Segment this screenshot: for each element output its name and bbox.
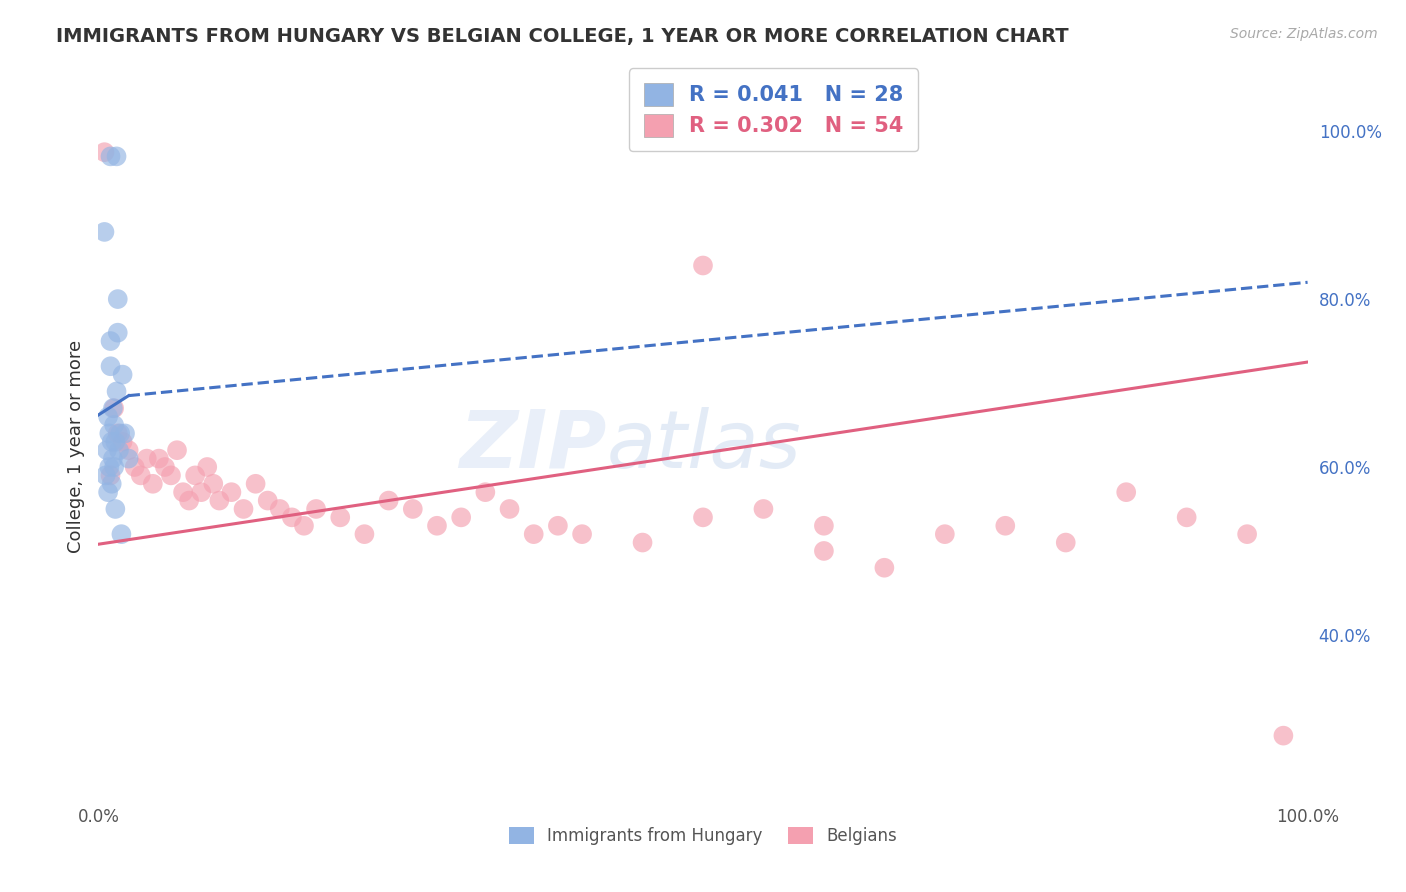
- Point: [1054, 535, 1077, 549]
- Point: [100, 434, 122, 449]
- Point: [1115, 485, 1137, 500]
- Y-axis label: College, 1 year or more: College, 1 year or more: [66, 340, 84, 552]
- Point: [221, 485, 243, 500]
- Point: [190, 485, 212, 500]
- Point: [105, 149, 128, 163]
- Point: [101, 401, 124, 416]
- Point: [100, 359, 122, 374]
- Point: [692, 259, 714, 273]
- Point: [97, 485, 120, 500]
- Point: [108, 443, 131, 458]
- Legend: Immigrants from Hungary, Belgians: Immigrants from Hungary, Belgians: [496, 814, 910, 859]
- Point: [269, 502, 291, 516]
- Point: [107, 292, 129, 306]
- Point: [114, 426, 136, 441]
- Point: [179, 493, 201, 508]
- Point: [111, 434, 134, 449]
- Point: [474, 485, 496, 500]
- Point: [104, 502, 127, 516]
- Point: [934, 527, 956, 541]
- Point: [426, 518, 449, 533]
- Point: [98, 426, 121, 441]
- Point: [103, 417, 125, 432]
- Point: [93, 145, 115, 160]
- Point: [103, 401, 125, 416]
- Point: [571, 527, 593, 541]
- Point: [104, 434, 127, 449]
- Point: [166, 443, 188, 458]
- Point: [1236, 527, 1258, 541]
- Point: [110, 527, 132, 541]
- Point: [329, 510, 352, 524]
- Text: Source: ZipAtlas.com: Source: ZipAtlas.com: [1230, 27, 1378, 41]
- Point: [377, 493, 399, 508]
- Point: [111, 368, 134, 382]
- Point: [98, 460, 121, 475]
- Point: [195, 460, 218, 475]
- Point: [105, 384, 128, 399]
- Point: [124, 460, 146, 475]
- Point: [292, 518, 315, 533]
- Point: [256, 493, 278, 508]
- Point: [547, 518, 569, 533]
- Point: [118, 443, 141, 458]
- Point: [142, 476, 165, 491]
- Point: [353, 527, 375, 541]
- Point: [103, 460, 125, 475]
- Point: [994, 518, 1017, 533]
- Text: ZIP: ZIP: [458, 407, 606, 485]
- Point: [107, 426, 129, 441]
- Point: [450, 510, 472, 524]
- Point: [118, 451, 141, 466]
- Point: [108, 426, 131, 441]
- Point: [101, 451, 124, 466]
- Point: [523, 527, 546, 541]
- Point: [813, 518, 835, 533]
- Point: [498, 502, 520, 516]
- Point: [208, 493, 231, 508]
- Point: [631, 535, 654, 549]
- Point: [813, 544, 835, 558]
- Point: [96, 443, 118, 458]
- Point: [232, 502, 254, 516]
- Point: [1175, 510, 1198, 524]
- Point: [202, 476, 225, 491]
- Point: [1272, 729, 1295, 743]
- Point: [692, 510, 714, 524]
- Point: [94, 468, 117, 483]
- Point: [402, 502, 425, 516]
- Point: [93, 225, 115, 239]
- Point: [148, 451, 170, 466]
- Point: [172, 485, 194, 500]
- Point: [100, 149, 122, 163]
- Point: [100, 476, 122, 491]
- Point: [245, 476, 267, 491]
- Point: [153, 460, 176, 475]
- Text: IMMIGRANTS FROM HUNGARY VS BELGIAN COLLEGE, 1 YEAR OR MORE CORRELATION CHART: IMMIGRANTS FROM HUNGARY VS BELGIAN COLLE…: [56, 27, 1069, 45]
- Point: [873, 560, 896, 574]
- Point: [184, 468, 207, 483]
- Point: [305, 502, 328, 516]
- Point: [107, 326, 129, 340]
- Point: [100, 468, 122, 483]
- Point: [160, 468, 183, 483]
- Text: atlas: atlas: [606, 407, 801, 485]
- Point: [97, 409, 120, 424]
- Point: [135, 451, 157, 466]
- Point: [281, 510, 304, 524]
- Point: [752, 502, 775, 516]
- Point: [129, 468, 152, 483]
- Point: [100, 334, 122, 348]
